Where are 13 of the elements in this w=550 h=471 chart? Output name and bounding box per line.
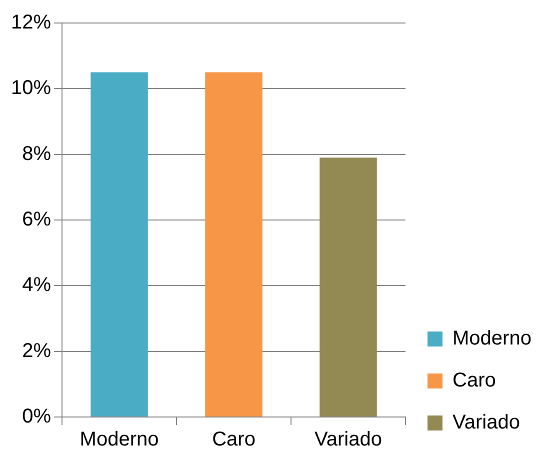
x-tick-label: Variado: [314, 428, 382, 451]
y-tick-label: 12%: [11, 12, 52, 34]
legend-label: Caro: [452, 370, 496, 392]
legend-label: Moderno: [452, 328, 532, 350]
x-tick-label: Caro: [212, 428, 256, 451]
y-tick-label: 6%: [22, 208, 52, 231]
y-tick-label: 0%: [22, 406, 52, 428]
legend-label: Variado: [452, 412, 520, 434]
y-tick-label: 4%: [22, 274, 52, 296]
y-tick-label: 10%: [11, 77, 52, 100]
y-tick-label: 8%: [22, 142, 52, 165]
y-tick-label: 2%: [22, 340, 52, 362]
x-tick-label: Moderno: [80, 428, 159, 451]
